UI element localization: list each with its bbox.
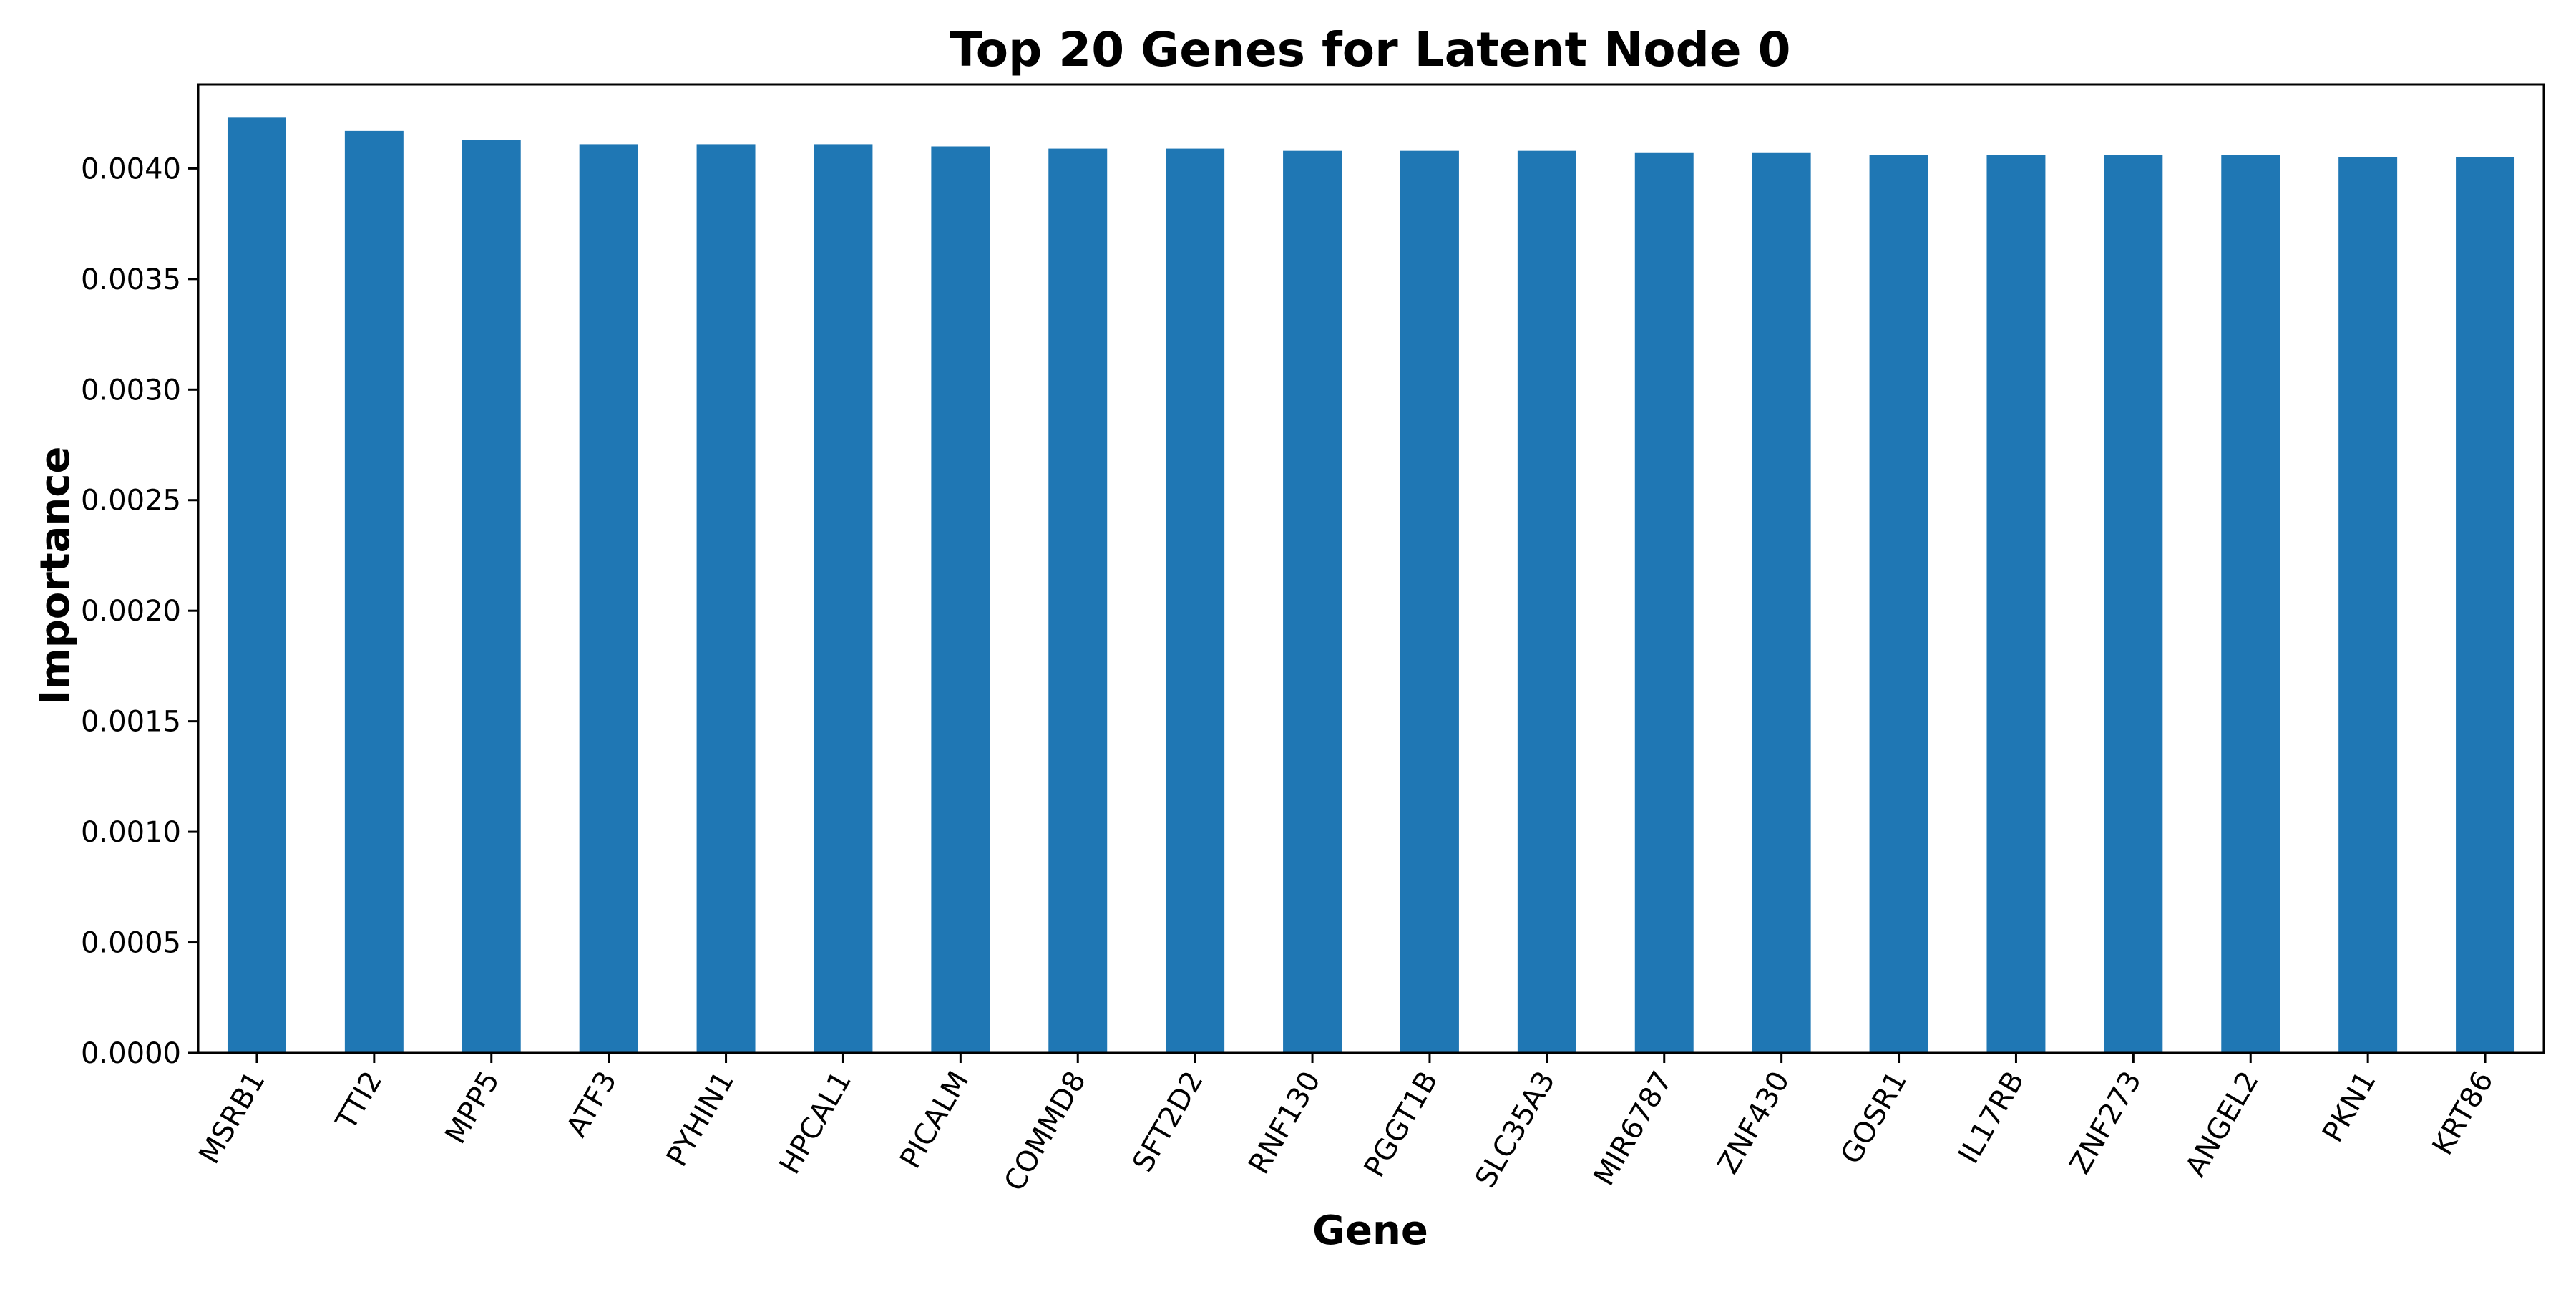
y-tick-label: 0.0010	[81, 816, 181, 849]
y-tick-label: 0.0015	[81, 706, 181, 739]
x-tick-label: ZNF430	[1712, 1066, 1796, 1180]
y-tick-label: 0.0000	[81, 1037, 181, 1070]
bar-il17rb	[1986, 155, 2046, 1053]
bar-rnf130	[1283, 150, 1342, 1053]
x-tick-label: TTI2	[329, 1066, 389, 1136]
bar-krt86	[2456, 157, 2515, 1053]
bar-pkn1	[2338, 157, 2398, 1053]
plot-area: 0.0000 0.0005 0.0010 0.0015 0.0020 0.0025 0.00…	[81, 117, 2515, 1197]
x-tick-label: SFT2D2	[1126, 1066, 1210, 1177]
y-tick-label: 0.0040	[81, 152, 181, 185]
x-tick-label: MSRB1	[192, 1066, 271, 1170]
bar-sft2d2	[1166, 148, 1225, 1054]
bar-gosr1	[1869, 155, 1928, 1053]
y-axis-label: Importance	[32, 447, 79, 705]
y-tick-label: 0.0005	[81, 927, 181, 960]
bar-tti2	[344, 130, 404, 1053]
y-tick-label: 0.0030	[81, 374, 181, 407]
x-tick-label: PICALM	[894, 1066, 975, 1174]
x-tick-label: ANGEL2	[2179, 1066, 2265, 1182]
x-tick-label: KRT86	[2426, 1066, 2500, 1161]
bar-picalm	[931, 146, 990, 1053]
bar-hpcal1	[814, 144, 873, 1054]
bar-angel2	[2221, 155, 2280, 1053]
x-tick-label: PGGT1B	[1358, 1066, 1445, 1182]
bar-pggt1b	[1400, 150, 1459, 1053]
y-tick-label: 0.0035	[81, 263, 181, 296]
bar-atf3	[579, 144, 638, 1054]
x-tick-label: ATF3	[560, 1066, 623, 1142]
x-tick-label: COMMD8	[998, 1066, 1093, 1197]
x-tick-label: MIR6787	[1588, 1066, 1679, 1191]
y-tick-label: 0.0020	[81, 595, 181, 628]
bar-msrb1	[227, 117, 286, 1054]
y-tick-label: 0.0025	[81, 485, 181, 518]
bar-slc35a3	[1517, 150, 1576, 1053]
x-tick-label: GOSR1	[1835, 1066, 1913, 1170]
x-tick-label: RNF130	[1242, 1066, 1327, 1180]
x-tick-label: HPCAL1	[774, 1066, 858, 1180]
bar-commd8	[1048, 148, 1108, 1054]
bar-mpp5	[462, 140, 521, 1053]
plot-frame	[197, 83, 2545, 1054]
x-tick-label: SLC35A3	[1469, 1066, 1562, 1193]
x-tick-label: PKN1	[2316, 1066, 2383, 1148]
x-tick-label: PYHIN1	[660, 1066, 741, 1172]
bar-znf273	[2104, 155, 2163, 1053]
chart-title: Top 20 Genes for Latent Node 0	[950, 22, 1790, 77]
x-tick-label: MPP5	[439, 1066, 506, 1150]
x-tick-label: IL17RB	[1952, 1066, 2031, 1169]
x-axis-label: Gene	[1312, 1208, 1428, 1254]
bar-pyhin1	[696, 144, 756, 1054]
bar-znf430	[1752, 152, 1811, 1054]
bar-mir6787	[1634, 152, 1694, 1054]
x-tick-label: ZNF273	[2064, 1066, 2148, 1180]
